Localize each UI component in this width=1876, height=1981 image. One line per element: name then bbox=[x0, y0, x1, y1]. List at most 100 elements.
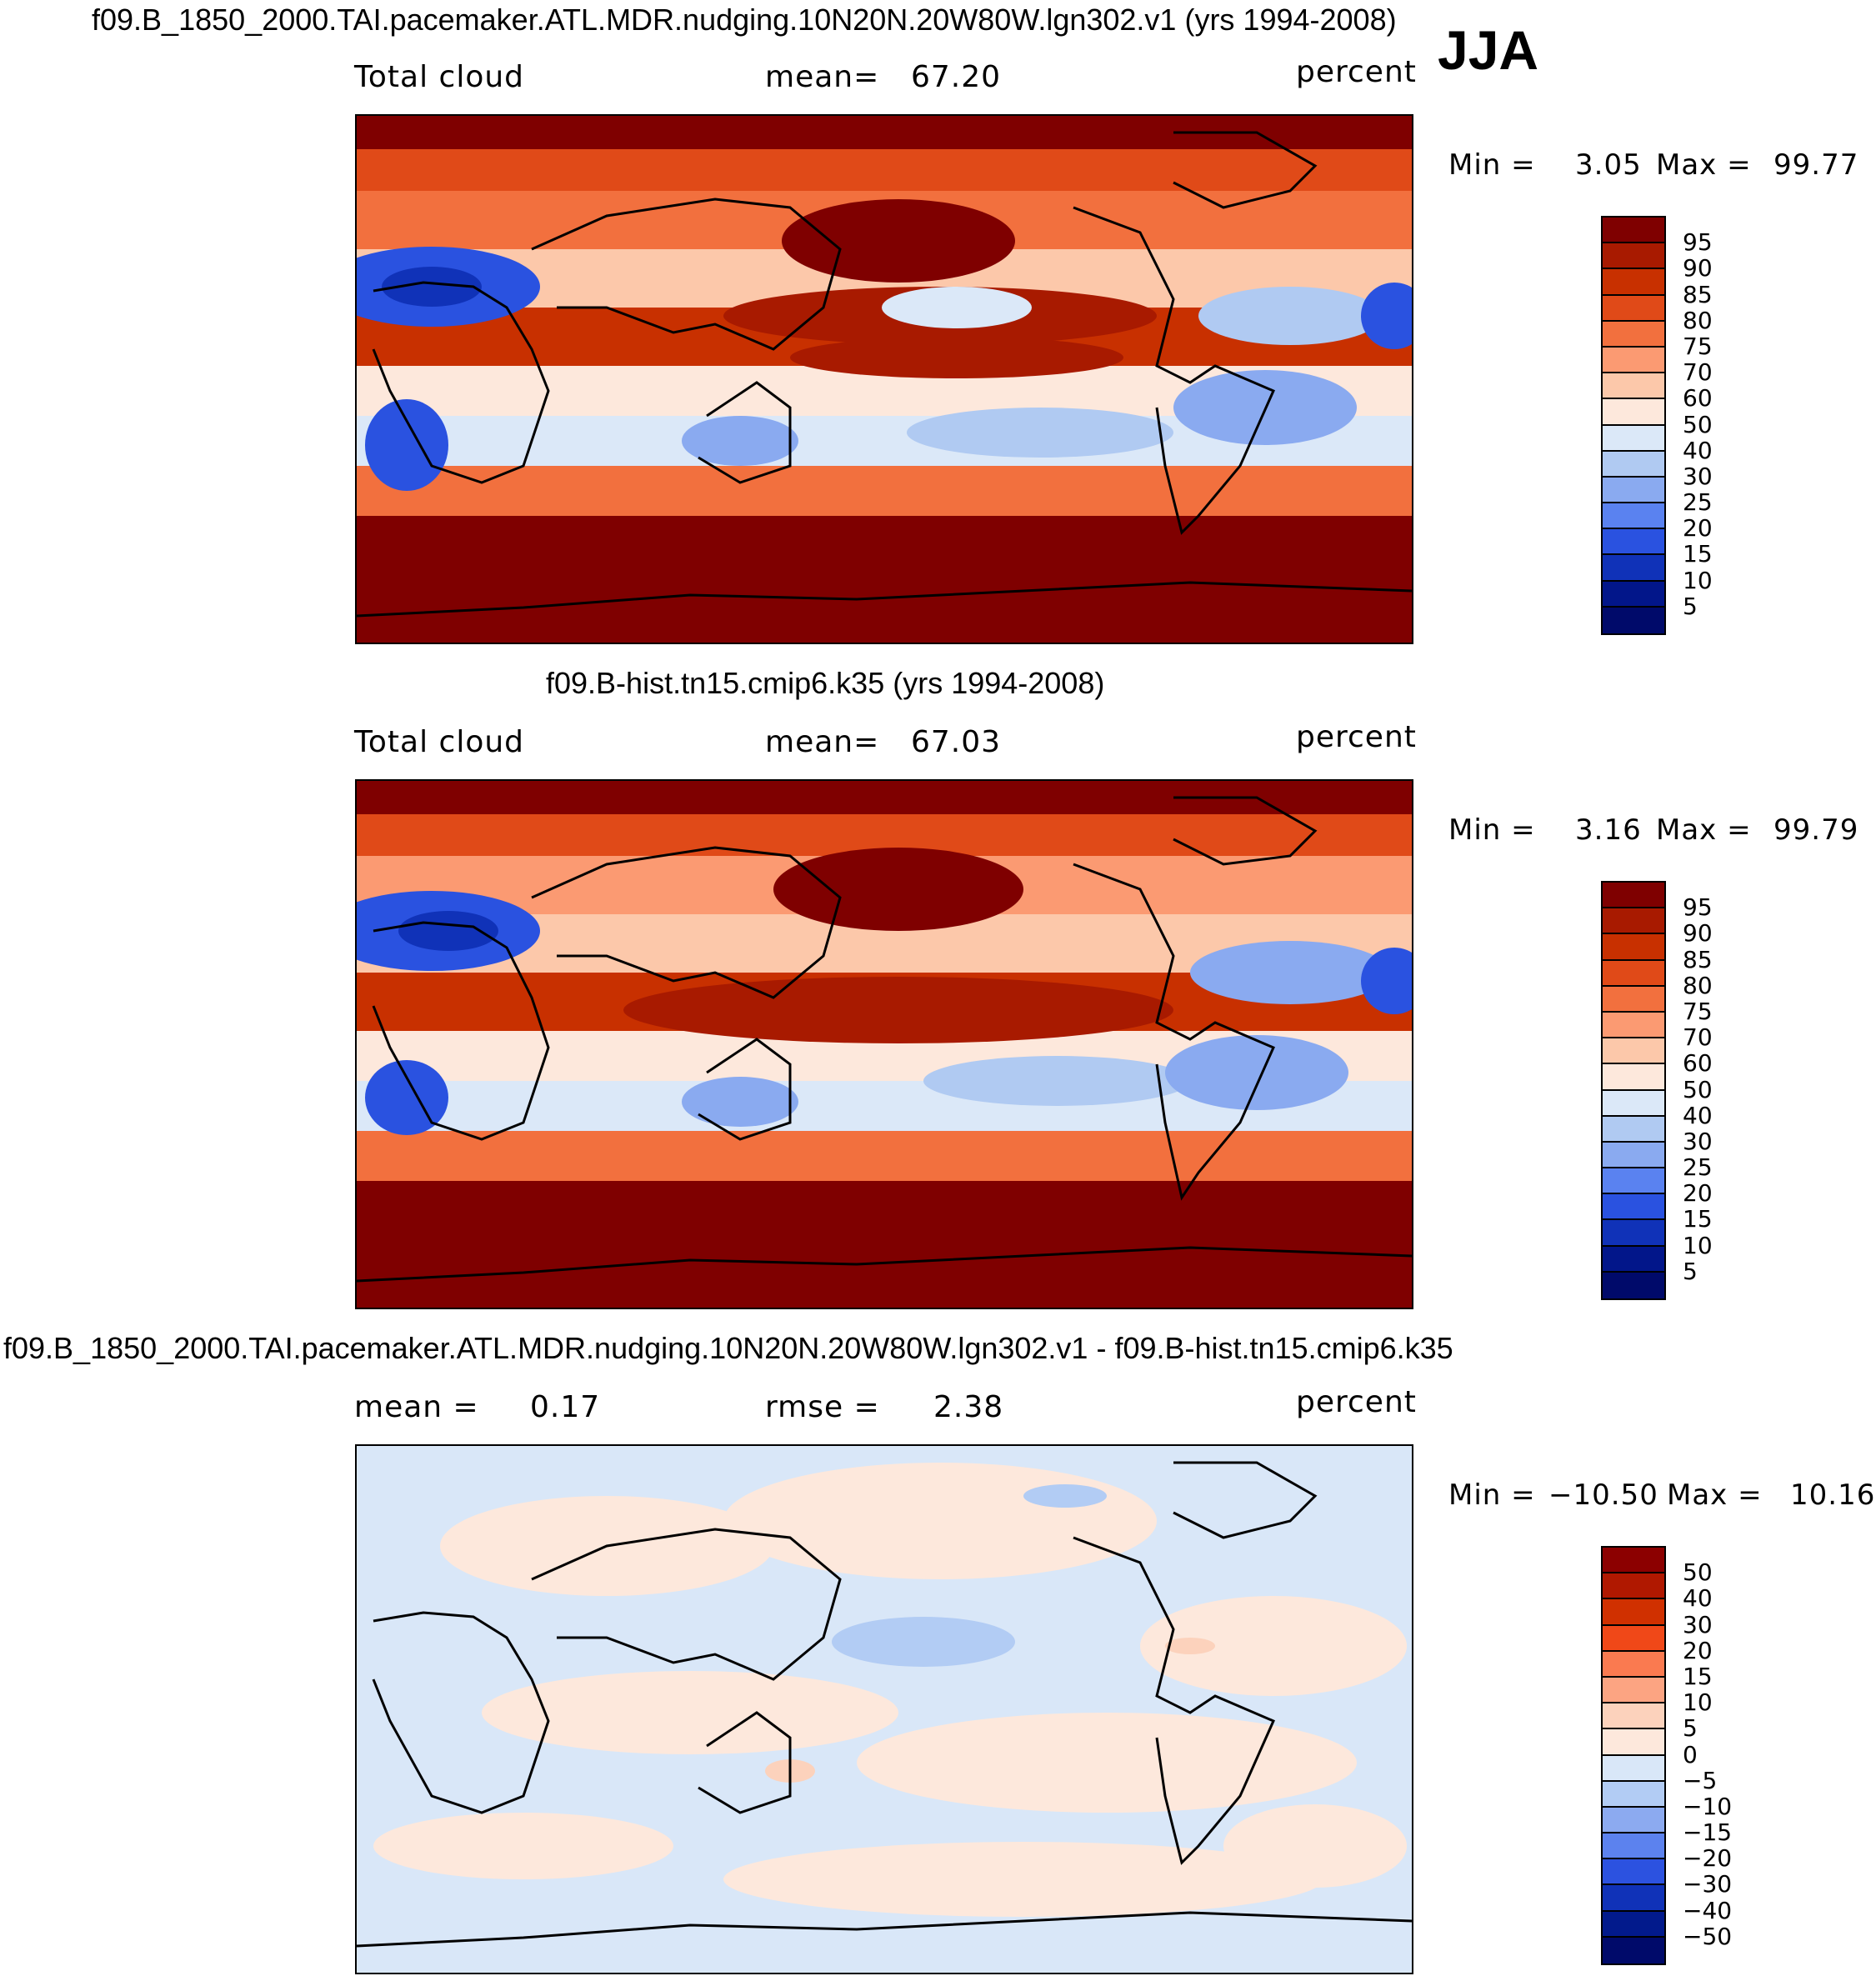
colorbar-swatch bbox=[1603, 960, 1664, 987]
colorbar-label: 30 bbox=[1683, 462, 1713, 490]
colorbar-label: 40 bbox=[1683, 1584, 1713, 1613]
panel1-mean-value: 67.20 bbox=[911, 60, 1002, 94]
colorbar-label: 10 bbox=[1683, 566, 1713, 594]
colorbar-swatch bbox=[1603, 503, 1664, 530]
colorbar-swatch bbox=[1603, 399, 1664, 426]
panel3-title: f09.B_1850_2000.TAI.pacemaker.ATL.MDR.nu… bbox=[3, 1331, 1453, 1365]
panel3-units: percent bbox=[1296, 1385, 1417, 1419]
panel2-colorbar bbox=[1601, 881, 1666, 1300]
colorbar-swatch bbox=[1603, 295, 1664, 322]
colorbar-swatch bbox=[1603, 477, 1664, 504]
colorbar-swatch bbox=[1603, 1781, 1664, 1808]
colorbar-swatch bbox=[1603, 934, 1664, 961]
colorbar-swatch bbox=[1603, 883, 1664, 909]
panel3-max-value: 10.16 bbox=[1790, 1478, 1876, 1512]
colorbar-label: 90 bbox=[1683, 919, 1713, 948]
colorbar-label: 20 bbox=[1683, 1179, 1713, 1208]
panel1-variable: Total cloud bbox=[354, 60, 525, 94]
panel1-min-label: Min = bbox=[1448, 148, 1536, 182]
colorbar-swatch bbox=[1603, 243, 1664, 270]
panel3-mean-label: mean = bbox=[354, 1390, 479, 1424]
colorbar-swatch bbox=[1603, 373, 1664, 400]
colorbar-label: 95 bbox=[1683, 893, 1713, 922]
colorbar-swatch bbox=[1603, 321, 1664, 348]
panel2-max-value: 99.79 bbox=[1773, 813, 1859, 847]
colorbar-swatch bbox=[1603, 1038, 1664, 1065]
colorbar-label: −40 bbox=[1683, 1896, 1733, 1924]
colorbar-label: 80 bbox=[1683, 306, 1713, 334]
colorbar-label: −15 bbox=[1683, 1818, 1733, 1847]
colorbar-label: 95 bbox=[1683, 228, 1713, 257]
colorbar-label: −20 bbox=[1683, 1844, 1733, 1873]
colorbar-label: −10 bbox=[1683, 1792, 1733, 1820]
colorbar-label: 15 bbox=[1683, 540, 1713, 568]
colorbar-swatch bbox=[1603, 1599, 1664, 1626]
panel2-title: f09.B-hist.tn15.cmip6.k35 (yrs 1994-2008… bbox=[546, 666, 1105, 700]
panel1-min-value: 3.05 bbox=[1575, 148, 1642, 182]
colorbar-label: 5 bbox=[1683, 592, 1698, 620]
colorbar-swatch bbox=[1603, 908, 1664, 935]
colorbar-swatch bbox=[1603, 1272, 1664, 1298]
colorbar-label: 30 bbox=[1683, 1610, 1713, 1638]
colorbar-swatch bbox=[1603, 1064, 1664, 1091]
panel3-map bbox=[355, 1444, 1413, 1974]
panel3-mean-value: 0.17 bbox=[530, 1390, 601, 1424]
colorbar-label: 50 bbox=[1683, 410, 1713, 438]
colorbar-label: −30 bbox=[1683, 1870, 1733, 1898]
colorbar-swatch bbox=[1603, 1807, 1664, 1834]
colorbar-swatch bbox=[1603, 581, 1664, 608]
colorbar-label: 85 bbox=[1683, 945, 1713, 973]
colorbar-label: 25 bbox=[1683, 1153, 1713, 1182]
panel3-max-label: Max = bbox=[1667, 1478, 1763, 1512]
colorbar-label: 70 bbox=[1683, 1023, 1713, 1052]
panel2-max-label: Max = bbox=[1656, 813, 1752, 847]
colorbar-label: 40 bbox=[1683, 436, 1713, 464]
panel2-mean-label: mean= bbox=[765, 725, 880, 759]
colorbar-label: −5 bbox=[1683, 1766, 1718, 1794]
colorbar-label: 15 bbox=[1683, 1205, 1713, 1233]
colorbar-label: 0 bbox=[1683, 1740, 1698, 1768]
colorbar-swatch bbox=[1603, 1168, 1664, 1195]
colorbar-label: 75 bbox=[1683, 332, 1713, 360]
colorbar-swatch bbox=[1603, 1142, 1664, 1169]
colorbar-label: 60 bbox=[1683, 1049, 1713, 1078]
colorbar-swatch bbox=[1603, 529, 1664, 556]
colorbar-label: 20 bbox=[1683, 1636, 1713, 1664]
colorbar-swatch bbox=[1603, 1833, 1664, 1860]
panel3-colorbar bbox=[1601, 1546, 1666, 1965]
panel1-colorbar bbox=[1601, 216, 1666, 635]
colorbar-swatch bbox=[1603, 1246, 1664, 1273]
colorbar-label: 10 bbox=[1683, 1688, 1713, 1717]
figure-title-1: f09.B_1850_2000.TAI.pacemaker.ATL.MDR.nu… bbox=[92, 3, 1397, 37]
colorbar-swatch bbox=[1603, 1116, 1664, 1143]
colorbar-swatch bbox=[1603, 986, 1664, 1013]
colorbar-label: 90 bbox=[1683, 254, 1713, 283]
colorbar-swatch bbox=[1603, 1548, 1664, 1574]
colorbar-swatch bbox=[1603, 1911, 1664, 1938]
colorbar-label: 25 bbox=[1683, 488, 1713, 517]
panel3-min-label: Min = bbox=[1448, 1478, 1536, 1512]
colorbar-swatch bbox=[1603, 1755, 1664, 1782]
colorbar-swatch bbox=[1603, 1090, 1664, 1117]
colorbar-swatch bbox=[1603, 555, 1664, 582]
colorbar-swatch bbox=[1603, 1703, 1664, 1730]
colorbar-swatch bbox=[1603, 1625, 1664, 1652]
colorbar-swatch bbox=[1603, 1937, 1664, 1963]
panel2-map bbox=[355, 779, 1413, 1309]
colorbar-swatch bbox=[1603, 1729, 1664, 1756]
colorbar-label: 10 bbox=[1683, 1231, 1713, 1259]
panel3-rmse-label: rmse = bbox=[765, 1390, 880, 1424]
colorbar-swatch bbox=[1603, 1194, 1664, 1221]
colorbar-swatch bbox=[1603, 425, 1664, 452]
colorbar-swatch bbox=[1603, 1012, 1664, 1039]
colorbar-label: 75 bbox=[1683, 997, 1713, 1025]
colorbar-label: 30 bbox=[1683, 1127, 1713, 1155]
colorbar-swatch bbox=[1603, 1651, 1664, 1678]
colorbar-swatch bbox=[1603, 1885, 1664, 1912]
colorbar-label: 15 bbox=[1683, 1662, 1713, 1690]
colorbar-swatch bbox=[1603, 607, 1664, 633]
colorbar-label: 40 bbox=[1683, 1101, 1713, 1129]
colorbar-label: 80 bbox=[1683, 971, 1713, 999]
colorbar-swatch bbox=[1603, 451, 1664, 478]
colorbar-label: 60 bbox=[1683, 384, 1713, 413]
